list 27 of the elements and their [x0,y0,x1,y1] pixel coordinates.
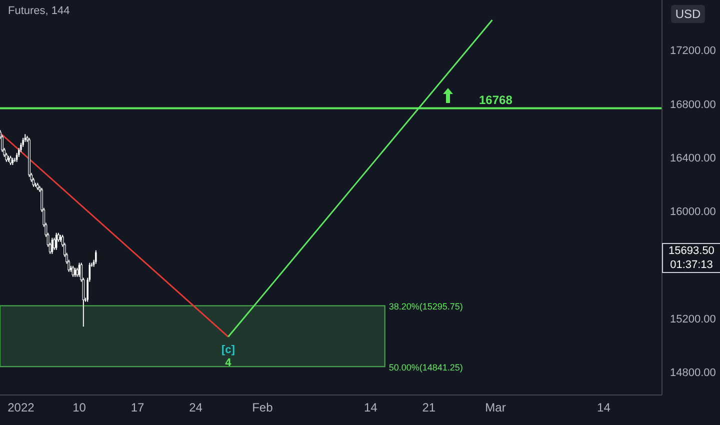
annotation: [c] [222,344,236,356]
y-tick-label: 16000.00 [670,206,716,218]
annotation: 4 [225,356,232,369]
text: 15693.50 [668,244,716,258]
annotation: 38.20%(15295.75) [388,302,463,312]
x-tick-label: Feb [252,400,274,415]
ref-line-label: 16768 [479,93,513,108]
candlestick [95,250,97,264]
annotation: 50.00%(14841.25) [388,362,463,373]
chart-title: Futures, 144 [8,5,70,17]
x-tick-label: Mar [485,400,506,415]
y-tick-label: 15200.00 [670,313,716,326]
x-tick-label: 17 [130,400,145,415]
y-axis-title: USD [671,5,705,23]
y-tick-label: 14800.00 [670,367,716,380]
y-tick-label: 17200.00 [670,45,716,58]
text: 01:37:13 [669,258,714,272]
x-tick-label: 24 [189,400,203,415]
x-tick-label: 14 [364,400,378,415]
y-tick-label: 16800.00 [670,98,716,111]
candlestick [53,237,56,250]
y-tick-label: 16400.00 [670,152,716,165]
x-tick-label: 21 [422,400,436,415]
x-tick-label: 14 [597,400,611,415]
candlestick [55,232,58,250]
x-tick-label: 2022 [8,400,35,415]
x-tick-label: 10 [72,400,86,415]
